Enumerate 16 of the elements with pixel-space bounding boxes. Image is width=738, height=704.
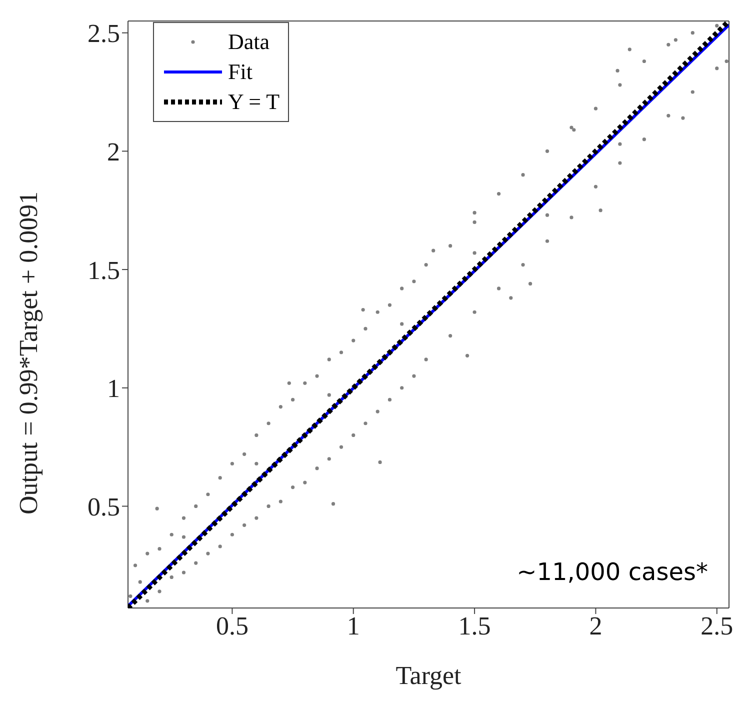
y-tick-label: 2.5 [88,19,120,48]
x-tick-label: 2.5 [700,611,734,640]
legend-label: Y = T [228,88,280,116]
x-tick-label: 1.5 [458,611,491,640]
y-tick-label: 0.5 [88,492,120,522]
legend-label: Fit [228,58,252,86]
annotation: ~11,000 cases* [516,558,708,586]
x-tick-label: 2 [589,611,602,640]
y-tick-label: 2 [107,137,120,166]
y-tick-label: 1 [107,374,120,404]
x-tick-label: 1 [346,611,360,640]
legend-label: Data [228,28,270,56]
x-tick-label: 0.5 [216,611,248,640]
x-axis-title: Target [396,661,462,690]
y-axis-title: Output = 0.99*Target + 0.0091 [14,191,44,514]
y-tick-label: 1.5 [88,256,120,285]
